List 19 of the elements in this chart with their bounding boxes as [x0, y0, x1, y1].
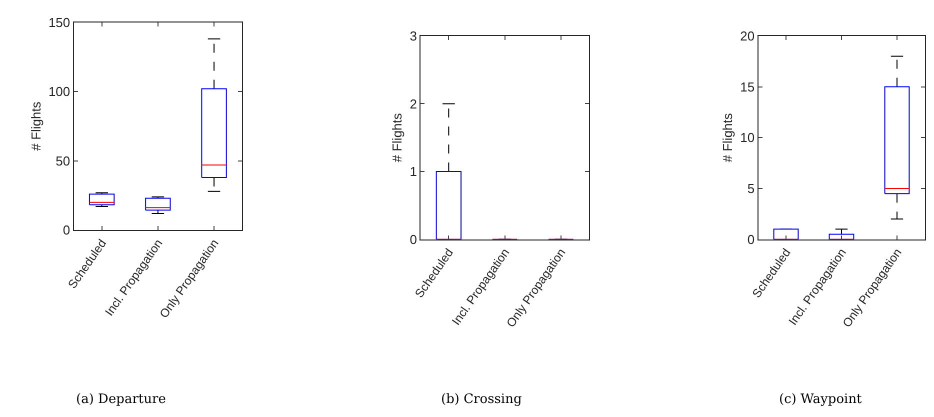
y-tick-label: 3	[410, 28, 418, 44]
y-tick-label: 0	[410, 232, 418, 247]
text: (c) Waypoint	[779, 392, 863, 407]
y-axis-title: # Flights	[28, 101, 44, 151]
y-tick-label: 100	[48, 84, 70, 100]
y-tick-label: 20	[740, 28, 755, 44]
y-axis-title: # Flights	[390, 112, 405, 162]
y-tick-label: 0	[62, 222, 70, 238]
y-tick-label: 5	[747, 181, 755, 196]
y-axis-title: # Flights	[720, 112, 736, 162]
text: (a) Departure	[76, 392, 166, 407]
y-tick-label: 10	[740, 130, 755, 146]
y-tick-label: 50	[56, 153, 70, 168]
y-tick-label: 150	[48, 14, 70, 30]
y-tick-label: 15	[740, 79, 755, 94]
y-tick-label: 2	[410, 96, 418, 112]
y-tick-label: 0	[747, 232, 755, 247]
y-tick-label: 1	[410, 164, 418, 180]
text: (b) Crossing	[441, 392, 522, 407]
